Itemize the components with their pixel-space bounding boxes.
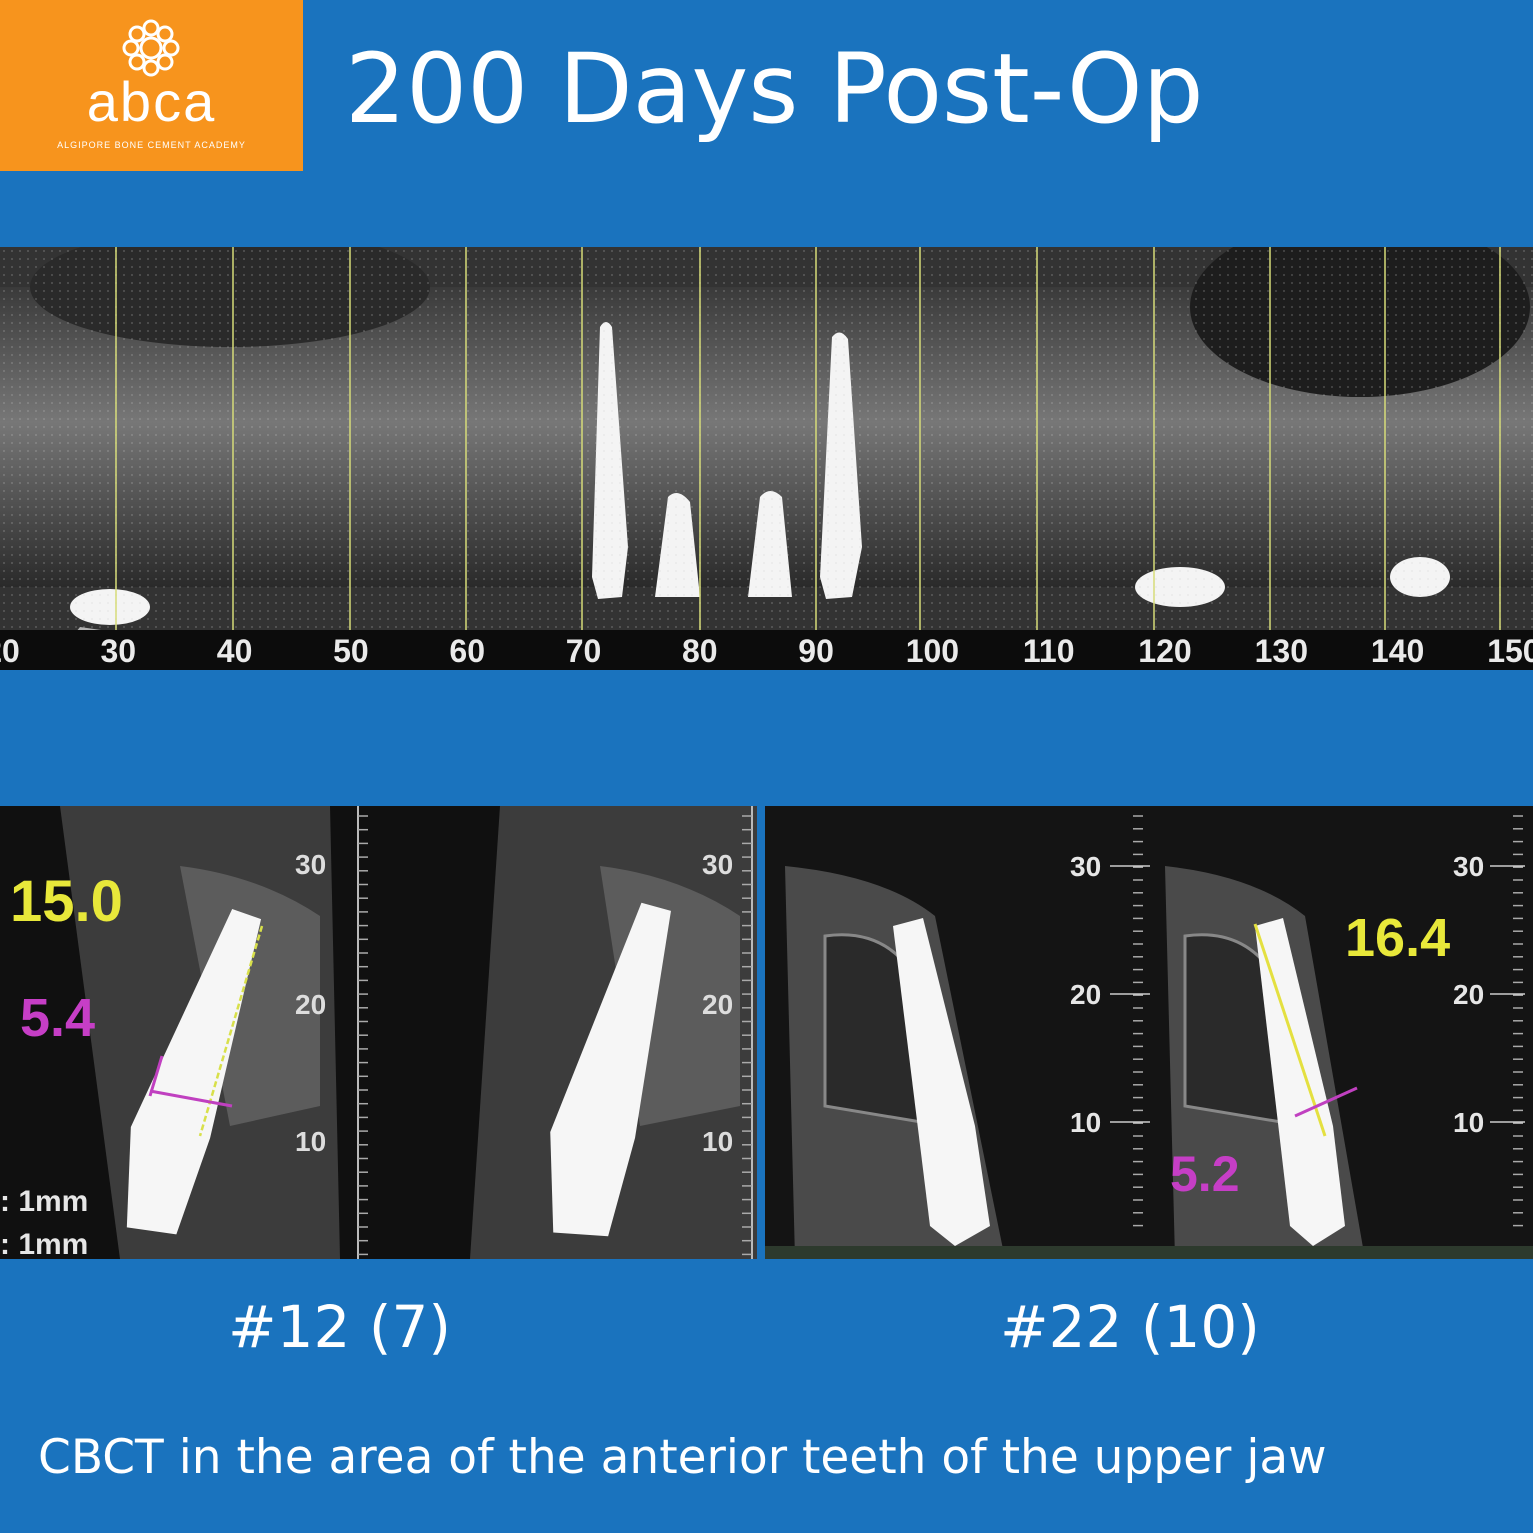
ruler-label-150: 150 [1487, 633, 1533, 669]
scale-tick-20-right: 20 [702, 989, 733, 1020]
scale-tick-30-right: 30 [702, 849, 733, 880]
implant-12-caption: #12 (7) [228, 1293, 451, 1361]
image-description: CBCT in the area of the anterior teeth o… [38, 1430, 1327, 1485]
panoramic-xray-image: 20 30 40 50 60 70 80 90 100 110 120 130 140 150 [0, 247, 1533, 670]
page-title: 200 Days Post-Op [345, 33, 1204, 145]
ruler-label-130: 130 [1255, 633, 1308, 669]
scale-tick-20-a: 20 [1070, 979, 1101, 1010]
width-measurement-12: 5.4 [20, 988, 95, 1048]
implant-22-cbct-image: 30 20 10 30 20 10 16.4 5.2 [765, 806, 1533, 1259]
implant-22-caption: #22 (10) [1000, 1293, 1260, 1361]
ruler-label-90: 90 [798, 633, 834, 669]
brand-logo: abca ALGIPORE BONE CEMENT ACADEMY [0, 0, 303, 171]
scale-tick-10-b: 10 [1453, 1107, 1484, 1138]
scale-tick-10-left: 10 [295, 1126, 326, 1157]
ruler-label-80: 80 [682, 633, 718, 669]
scale-tick-10-a: 10 [1070, 1107, 1101, 1138]
ruler-label-110: 110 [1023, 633, 1075, 669]
flower-emblem-icon [122, 19, 180, 77]
scale-note-1: : 1mm [0, 1185, 88, 1218]
ruler-label-120: 120 [1138, 633, 1191, 669]
ruler-label-20: 20 [0, 633, 20, 669]
ruler-label-50: 50 [333, 633, 369, 669]
scale-note-2: : 1mm [0, 1228, 88, 1259]
ruler-label-100: 100 [906, 633, 959, 669]
logo-wordmark: abca [86, 70, 217, 133]
logo-tagline: ALGIPORE BONE CEMENT ACADEMY [57, 140, 246, 150]
length-measurement-12: 15.0 [10, 869, 123, 934]
scale-tick-20-b: 20 [1453, 979, 1484, 1010]
scale-tick-20-left: 20 [295, 989, 326, 1020]
scale-tick-10-right: 10 [702, 1126, 733, 1157]
width-measurement-22: 5.2 [1170, 1146, 1240, 1202]
ruler-label-60: 60 [449, 633, 485, 669]
length-measurement-22: 16.4 [1345, 908, 1450, 968]
scale-tick-30-b: 30 [1453, 851, 1484, 882]
scale-tick-30-left: 30 [295, 849, 326, 880]
scale-tick-30-a: 30 [1070, 851, 1101, 882]
ruler-label-30: 30 [101, 633, 137, 669]
ruler-label-140: 140 [1371, 633, 1424, 669]
implant-12-cbct-image: 15.0 5.4 30 20 10 30 20 10 : 1mm : 1mm [0, 806, 757, 1259]
ruler-label-40: 40 [217, 633, 253, 669]
ruler-label-70: 70 [566, 633, 602, 669]
